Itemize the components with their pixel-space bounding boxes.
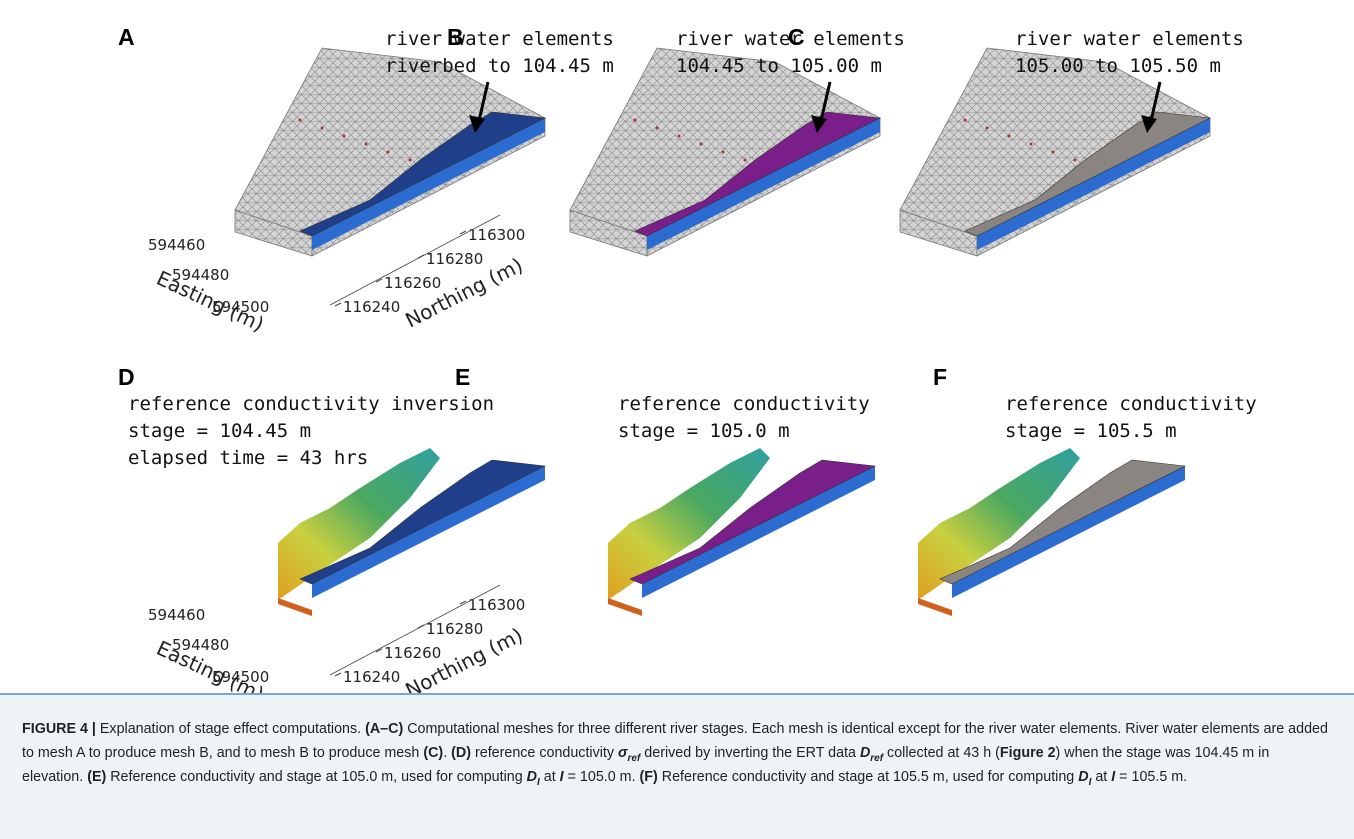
electrode [744,159,747,162]
annotation: river water elements [1015,28,1244,50]
caption-run: at [540,769,560,785]
electrode [387,151,390,154]
tick-label: 116260 [384,644,441,662]
panel-label: C [788,24,805,50]
annotation: 104.45 to 105.00 m [676,55,882,77]
caption-run: ref [628,753,641,764]
tick-label: 116280 [426,620,483,638]
caption-run: D [860,745,870,761]
annotation: stage = 105.0 m [618,420,790,442]
caption-run: Reference conductivity and stage at 105.… [106,769,526,785]
electrode [722,151,725,154]
panel-label: B [447,24,464,50]
annotation: reference conductivity [618,393,870,415]
caption-run: D [527,769,537,785]
annotation: 105.00 to 105.50 m [1015,55,1221,77]
tick-label: 594460 [148,236,205,254]
tick-label: 116300 [468,596,525,614]
electrode [1008,135,1011,138]
tick-mark [335,673,341,676]
panel-label: A [118,24,135,50]
electrode [634,119,637,122]
caption-run: derived by inverting the ERT data [640,745,860,761]
electrode [299,119,302,122]
caption-run: (F) [640,769,658,785]
electrode [1074,159,1077,162]
electrode [409,159,412,162]
caption: FIGURE 4 | Explanation of stage effect c… [0,693,1354,839]
annotation: stage = 104.45 m [128,420,311,442]
annotation: reference conductivity inversion [128,393,494,415]
tick-label: 116240 [343,298,400,316]
annotation: river water elements [385,28,614,50]
caption-run: Explanation of stage effect computations… [96,721,365,737]
river-base [608,598,642,616]
tick-label: 116260 [384,274,441,292]
caption-run: FIGURE 4 | [22,721,96,737]
caption-run: Figure 2 [1000,745,1056,761]
tick-label: 116280 [426,250,483,268]
caption-run: σ [618,745,628,761]
caption-run: = 105.0 m. [564,769,640,785]
tick-label: 116300 [468,226,525,244]
electrode [700,143,703,146]
tick-label: 116240 [343,668,400,686]
caption-run: D [1078,769,1088,785]
caption-run: collected at 43 h ( [883,745,1000,761]
river-base [278,598,312,616]
panel-label: E [455,364,470,390]
panel-label: D [118,364,135,390]
panel-label: F [933,364,947,390]
electrode [343,135,346,138]
caption-run: = 105.5 m. [1115,769,1187,785]
annotation: stage = 105.5 m [1005,420,1177,442]
caption-run: (D) [451,745,471,761]
caption-run: at [1091,769,1111,785]
tick-label: 594460 [148,606,205,624]
caption-run: (C) [423,745,443,761]
electrode [1052,151,1055,154]
caption-run: (A–C) [365,721,403,737]
annotation: elapsed time = 43 hrs [128,447,368,469]
electrode [365,143,368,146]
electrode [656,127,659,130]
caption-run: reference conductivity [471,745,618,761]
caption-run: (E) [87,769,106,785]
electrode [1030,143,1033,146]
caption-run: Reference conductivity and stage at 105.… [658,769,1078,785]
caption-run: ref [870,753,883,764]
electrode [321,127,324,130]
annotation: reference conductivity [1005,393,1257,415]
caption-run: . [443,745,451,761]
electrode [678,135,681,138]
electrode [964,119,967,122]
tick-mark [335,303,341,306]
river-base [918,598,952,616]
electrode [986,127,989,130]
page: {"panels": [ {"label": "A", "annotation"… [0,0,1354,839]
annotation: riverbed to 104.45 m [385,55,614,77]
